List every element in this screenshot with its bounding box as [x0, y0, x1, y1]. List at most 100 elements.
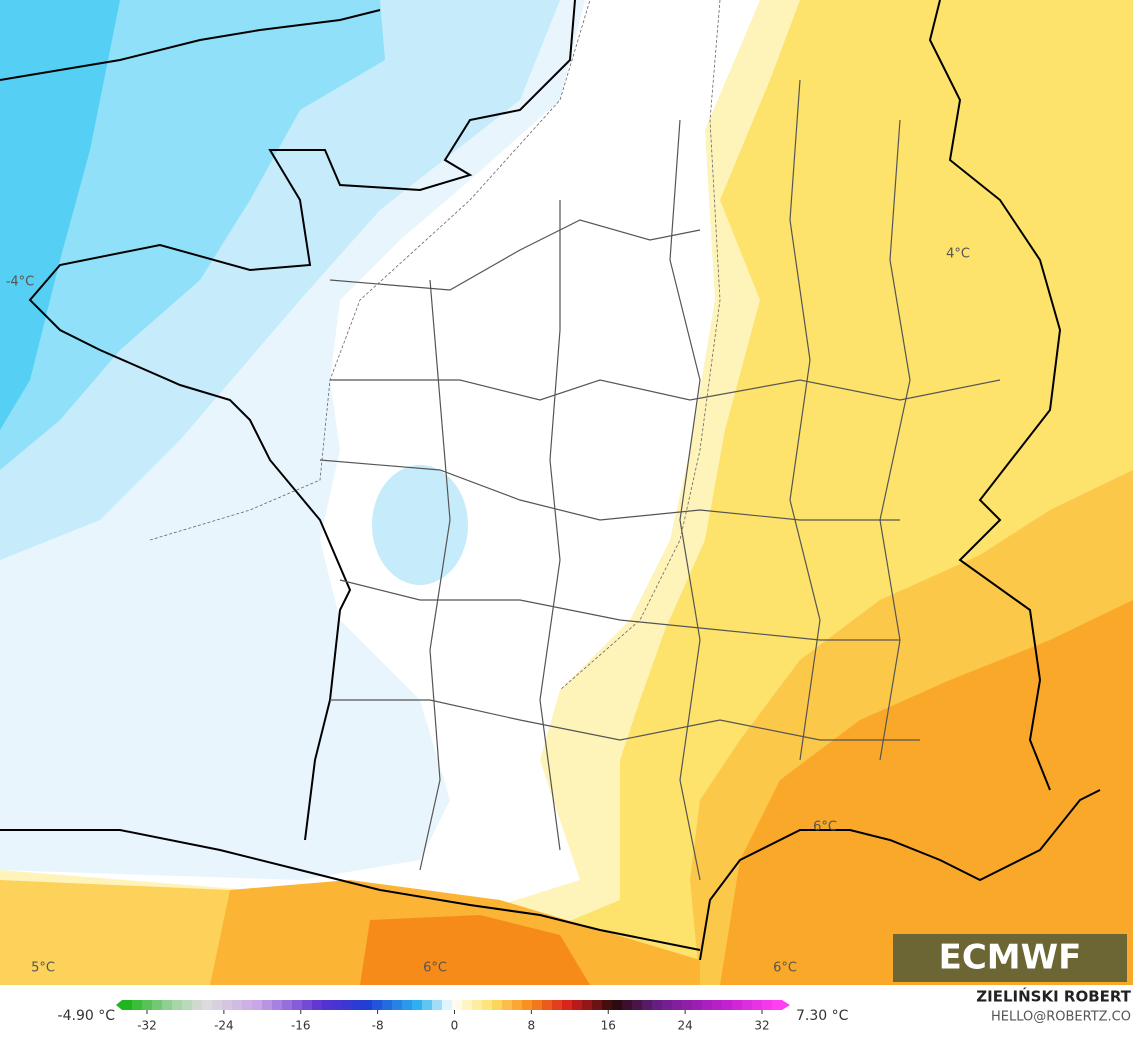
colorbar-cell: [582, 1000, 593, 1010]
colorbar-tick-label: -16: [291, 1019, 311, 1033]
border-east: [928, 0, 1062, 791]
colorbar-cell: [122, 1000, 133, 1010]
colorbar-cell: [532, 1000, 543, 1010]
colorbar-cell: [272, 1000, 283, 1010]
colorbar-cell: [512, 1000, 523, 1010]
colorbar-cell: [472, 1000, 483, 1010]
colorbar-cell: [742, 1000, 753, 1010]
contour-label: -4°C: [6, 275, 35, 290]
dept-line: [789, 79, 821, 761]
colorbar-cell: [292, 1000, 303, 1010]
colorbar-cell: [252, 1000, 263, 1010]
contact: HELLO@ROBERTZ.CO: [991, 1010, 1131, 1025]
colorbar-cell: [602, 1000, 613, 1010]
field-blue-patch: [372, 465, 468, 585]
dept-line: [330, 699, 920, 741]
logo: ECMWF: [939, 938, 1082, 978]
colorbar-cell: [182, 1000, 193, 1010]
colorbar-cell: [312, 1000, 323, 1010]
colorbar-cell: [552, 1000, 563, 1010]
colorbar-cell: [482, 1000, 493, 1010]
colorbar-cell: [562, 1000, 573, 1010]
colorbar-cell: [162, 1000, 173, 1010]
colorbar-tick-label: 0: [451, 1019, 459, 1033]
colorbar-cell: [522, 1000, 533, 1010]
colorbar-cell: [492, 1000, 503, 1010]
field-south-west: [0, 880, 230, 985]
colorbar-cell: [762, 1000, 773, 1010]
colorbar-cell: [692, 1000, 703, 1010]
dept-line: [669, 119, 701, 881]
logo-box: [893, 934, 1127, 982]
colorbar-cell: [222, 1000, 233, 1010]
contour-label: 4°C: [946, 247, 970, 262]
colorbar-cell: [402, 1000, 413, 1010]
colorbar-cell: [152, 1000, 163, 1010]
colorbar-cell: [392, 1000, 403, 1010]
coastline-channel: [0, 9, 381, 81]
colorbar-cell: [242, 1000, 253, 1010]
min-label: -4.90 °C: [58, 1008, 116, 1024]
colorbar-cell: [172, 1000, 183, 1010]
borders: [0, 0, 1101, 961]
contour-line: [559, 0, 721, 691]
colorbar-cell: [262, 1000, 273, 1010]
colorbar-end: [782, 1000, 790, 1010]
contour-labels: -4°C 4°C 6°C 5°C 6°C 6°C: [6, 247, 970, 976]
colorbar-tick-label: 16: [601, 1019, 616, 1033]
colorbar-cell: [282, 1000, 293, 1010]
dept-line: [419, 279, 451, 871]
dept-line: [330, 379, 1001, 401]
colorbar-cell: [342, 1000, 353, 1010]
colorbar-cell: [142, 1000, 153, 1010]
colorbar-cell: [362, 1000, 373, 1010]
colorbar-cell: [702, 1000, 713, 1010]
map-fields: [0, 0, 1133, 985]
colorbar-tick-label: 8: [528, 1019, 536, 1033]
colorbar-cell: [542, 1000, 553, 1010]
colorbar-cell: [372, 1000, 383, 1010]
colorbar-tick-label: 32: [754, 1019, 769, 1033]
border-spain: [0, 829, 701, 951]
colorbar-cell: [682, 1000, 693, 1010]
contour-label: 6°C: [423, 961, 447, 976]
colorbar-cell: [732, 1000, 743, 1010]
colorbar-cell: [662, 1000, 673, 1010]
colorbar-end: [116, 1000, 122, 1010]
colorbar-tick-label: -24: [214, 1019, 234, 1033]
colorbar-cell: [232, 1000, 243, 1010]
colorbar-cell: [502, 1000, 513, 1010]
colorbar-cell: [422, 1000, 433, 1010]
dept-line: [879, 119, 911, 761]
colorbar-cell: [322, 1000, 333, 1010]
field-orange: [720, 600, 1133, 985]
colorbar-cell: [132, 1000, 143, 1010]
colorbar-cell: [452, 1000, 463, 1010]
dept-line: [329, 219, 701, 291]
colorbar-cell: [352, 1000, 363, 1010]
dept-line: [339, 579, 900, 641]
colorbar-cell: [752, 1000, 763, 1010]
coastline-med: [699, 789, 1101, 961]
colorbar-cell: [712, 1000, 723, 1010]
dept-line: [539, 200, 561, 851]
colorbar-cell: [432, 1000, 443, 1010]
colorbar-cell: [772, 1000, 783, 1010]
colorbar-cell: [442, 1000, 453, 1010]
colorbar-tick-label: -32: [137, 1019, 157, 1033]
contour-line: [149, 0, 591, 541]
field-pyrenees-dark: [360, 915, 590, 985]
colorbar-cell: [382, 1000, 393, 1010]
colorbar-cell: [192, 1000, 203, 1010]
colorbar-cell: [412, 1000, 423, 1010]
colorbar-cell: [462, 1000, 473, 1010]
colorbar-cell: [212, 1000, 223, 1010]
contour-label: 6°C: [773, 961, 797, 976]
field-deep-blue: [0, 0, 120, 430]
contour-label: 6°C: [813, 820, 837, 835]
colorbar: -32 -24 -16 -8 0 8 16 24 32: [116, 1000, 790, 1033]
author: ZIELIŃSKI ROBERT: [976, 987, 1131, 1006]
colorbar-cell: [652, 1000, 663, 1010]
dept-line: [319, 459, 900, 521]
